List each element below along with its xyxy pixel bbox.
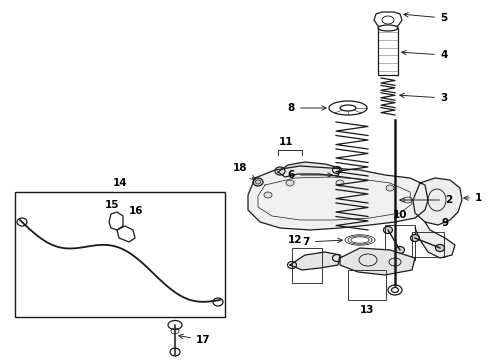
Text: 8: 8 xyxy=(288,103,326,113)
Text: 15: 15 xyxy=(105,200,119,210)
Bar xyxy=(378,28,398,75)
Ellipse shape xyxy=(386,185,394,191)
Polygon shape xyxy=(248,166,428,230)
Text: 13: 13 xyxy=(360,305,374,315)
Bar xyxy=(385,225,415,260)
Text: 17: 17 xyxy=(179,334,211,345)
Bar xyxy=(292,248,322,283)
Polygon shape xyxy=(415,222,455,258)
Text: 11: 11 xyxy=(279,137,293,147)
Text: 9: 9 xyxy=(441,218,448,228)
Polygon shape xyxy=(290,252,340,270)
Text: 7: 7 xyxy=(303,237,342,247)
Text: 14: 14 xyxy=(113,178,127,188)
Bar xyxy=(348,270,386,300)
Text: 10: 10 xyxy=(393,210,407,220)
Text: 12: 12 xyxy=(288,235,302,245)
Text: 3: 3 xyxy=(400,93,447,103)
Ellipse shape xyxy=(436,244,444,252)
Text: 5: 5 xyxy=(404,13,447,23)
Polygon shape xyxy=(340,248,415,275)
Bar xyxy=(15,192,225,317)
Ellipse shape xyxy=(378,25,398,31)
Ellipse shape xyxy=(336,180,344,186)
Polygon shape xyxy=(278,162,340,177)
Ellipse shape xyxy=(411,234,419,242)
Ellipse shape xyxy=(404,197,412,203)
Ellipse shape xyxy=(253,178,263,186)
Text: 4: 4 xyxy=(402,50,447,60)
Text: 1: 1 xyxy=(464,193,482,203)
Ellipse shape xyxy=(264,192,272,198)
Ellipse shape xyxy=(395,247,405,253)
Text: 18: 18 xyxy=(233,163,255,180)
Text: 2: 2 xyxy=(400,195,452,205)
Ellipse shape xyxy=(286,180,294,186)
Ellipse shape xyxy=(384,226,392,234)
Text: 16: 16 xyxy=(129,206,143,216)
Text: 6: 6 xyxy=(288,170,332,180)
Polygon shape xyxy=(413,178,462,225)
Bar xyxy=(412,232,444,257)
